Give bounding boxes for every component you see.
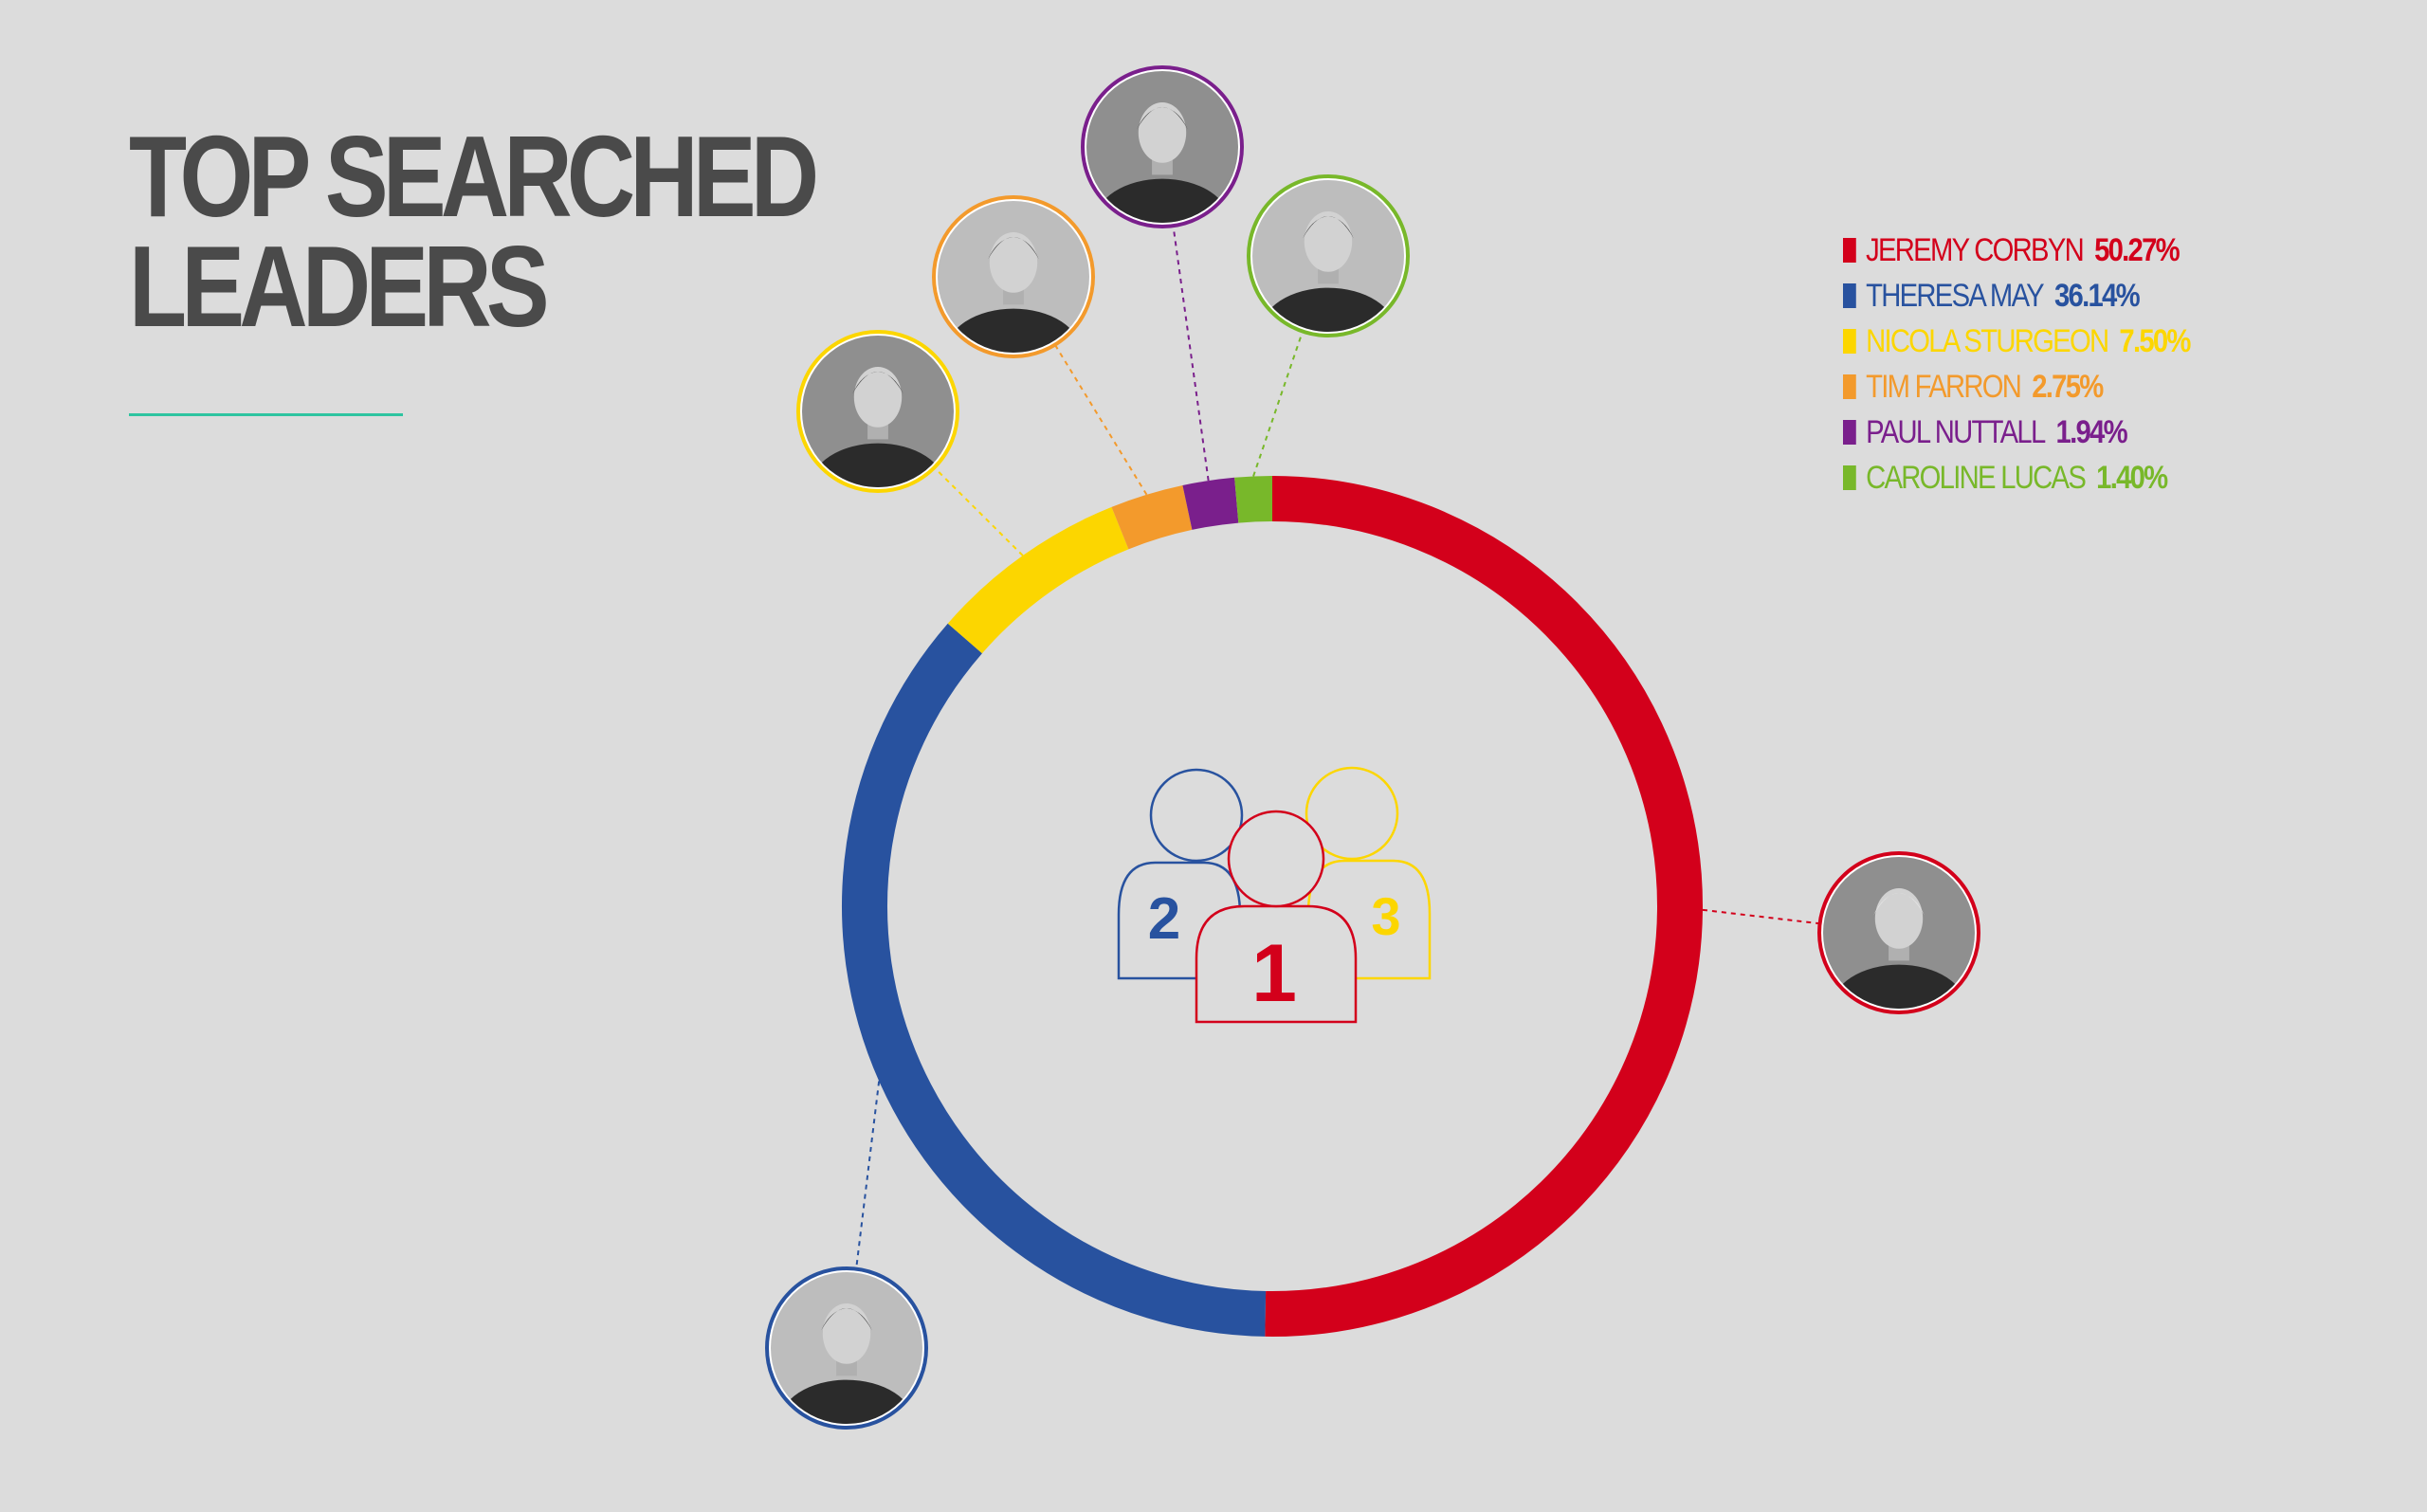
connector-line (1702, 908, 1820, 925)
legend-label: CAROLINE LUCAS (1866, 459, 2087, 496)
portrait-icon (802, 336, 954, 487)
connector-line (1053, 344, 1148, 496)
connector-line (1172, 226, 1210, 482)
chart-title: TOP SEARCHED LEADERS (129, 112, 819, 351)
legend-label: THERESA MAY (1866, 277, 2045, 314)
connector-line (933, 466, 1024, 556)
legend-swatch (1843, 374, 1856, 399)
legend-value: 36.14% (2054, 277, 2141, 314)
legend-label: PAUL NUTTALL (1866, 413, 2046, 450)
legend-item: JEREMY CORBYN 50.27% (1843, 228, 2190, 273)
portrait-nicola-sturgeon (796, 330, 959, 493)
legend-item: THERESA MAY 36.14% (1843, 273, 2190, 319)
portrait-caroline-lucas (1247, 174, 1410, 337)
legend-item: TIM FARRON 2.75% (1843, 364, 2190, 410)
donut-slice-caroline-lucas (1234, 476, 1273, 523)
legend-swatch (1843, 283, 1856, 308)
donut-slice-theresa-may (842, 623, 1267, 1337)
legend-swatch (1843, 465, 1856, 490)
legend-value: 1.94% (2055, 413, 2128, 450)
connector-line (855, 1081, 881, 1269)
person-first-icon: 1 (1195, 810, 1358, 1024)
legend-value: 7.50% (2119, 322, 2191, 359)
portrait-icon (1086, 71, 1238, 223)
title-underline (129, 413, 403, 416)
portrait-tim-farron (932, 195, 1095, 358)
legend-value: 2.75% (2032, 368, 2104, 405)
portrait-group (765, 65, 1980, 1430)
donut-ring (842, 476, 1703, 1337)
legend-swatch (1843, 420, 1856, 445)
donut-slice-jeremy-corbyn (1265, 476, 1703, 1337)
donut-slice-tim-farron (1111, 484, 1193, 550)
legend-value: 1.40% (2096, 459, 2168, 496)
legend-swatch (1843, 238, 1856, 263)
legend-label: NICOLA STURGEON (1866, 322, 2109, 359)
rank-label: 3 (1371, 886, 1400, 946)
chart-title-line-1: TOP SEARCHED (129, 112, 819, 241)
portrait-paul-nuttall (1081, 65, 1244, 228)
portrait-icon (1252, 180, 1404, 332)
portrait-icon (938, 201, 1089, 353)
legend-item: PAUL NUTTALL 1.94% (1843, 410, 2190, 455)
legend-label: JEREMY CORBYN (1866, 231, 2085, 268)
portrait-theresa-may (765, 1266, 928, 1430)
legend: JEREMY CORBYN 50.27% THERESA MAY 36.14% NICO… (1843, 228, 2246, 501)
chart-title-line-2: LEADERS (129, 222, 550, 351)
rank-label: 1 (1251, 928, 1297, 1019)
connector-line (1252, 331, 1304, 477)
legend-value: 50.27% (2094, 231, 2181, 268)
portrait-icon (771, 1272, 922, 1424)
rank-label: 2 (1148, 886, 1180, 952)
portrait-icon (1823, 857, 1975, 1009)
legend-label: TIM FARRON (1866, 368, 2022, 405)
person-second-icon: 2 (1117, 768, 1244, 980)
legend-swatch (1843, 329, 1856, 354)
podium-people-icon: 2 3 1 (1117, 766, 1432, 1024)
connector-lines (855, 226, 1820, 1269)
legend-item: CAROLINE LUCAS 1.40% (1843, 455, 2190, 501)
portrait-jeremy-corbyn (1817, 851, 1980, 1014)
legend-item: NICOLA STURGEON 7.50% (1843, 319, 2191, 364)
donut-slice-nicola-sturgeon (947, 506, 1129, 654)
donut-slice-paul-nuttall (1182, 477, 1239, 530)
